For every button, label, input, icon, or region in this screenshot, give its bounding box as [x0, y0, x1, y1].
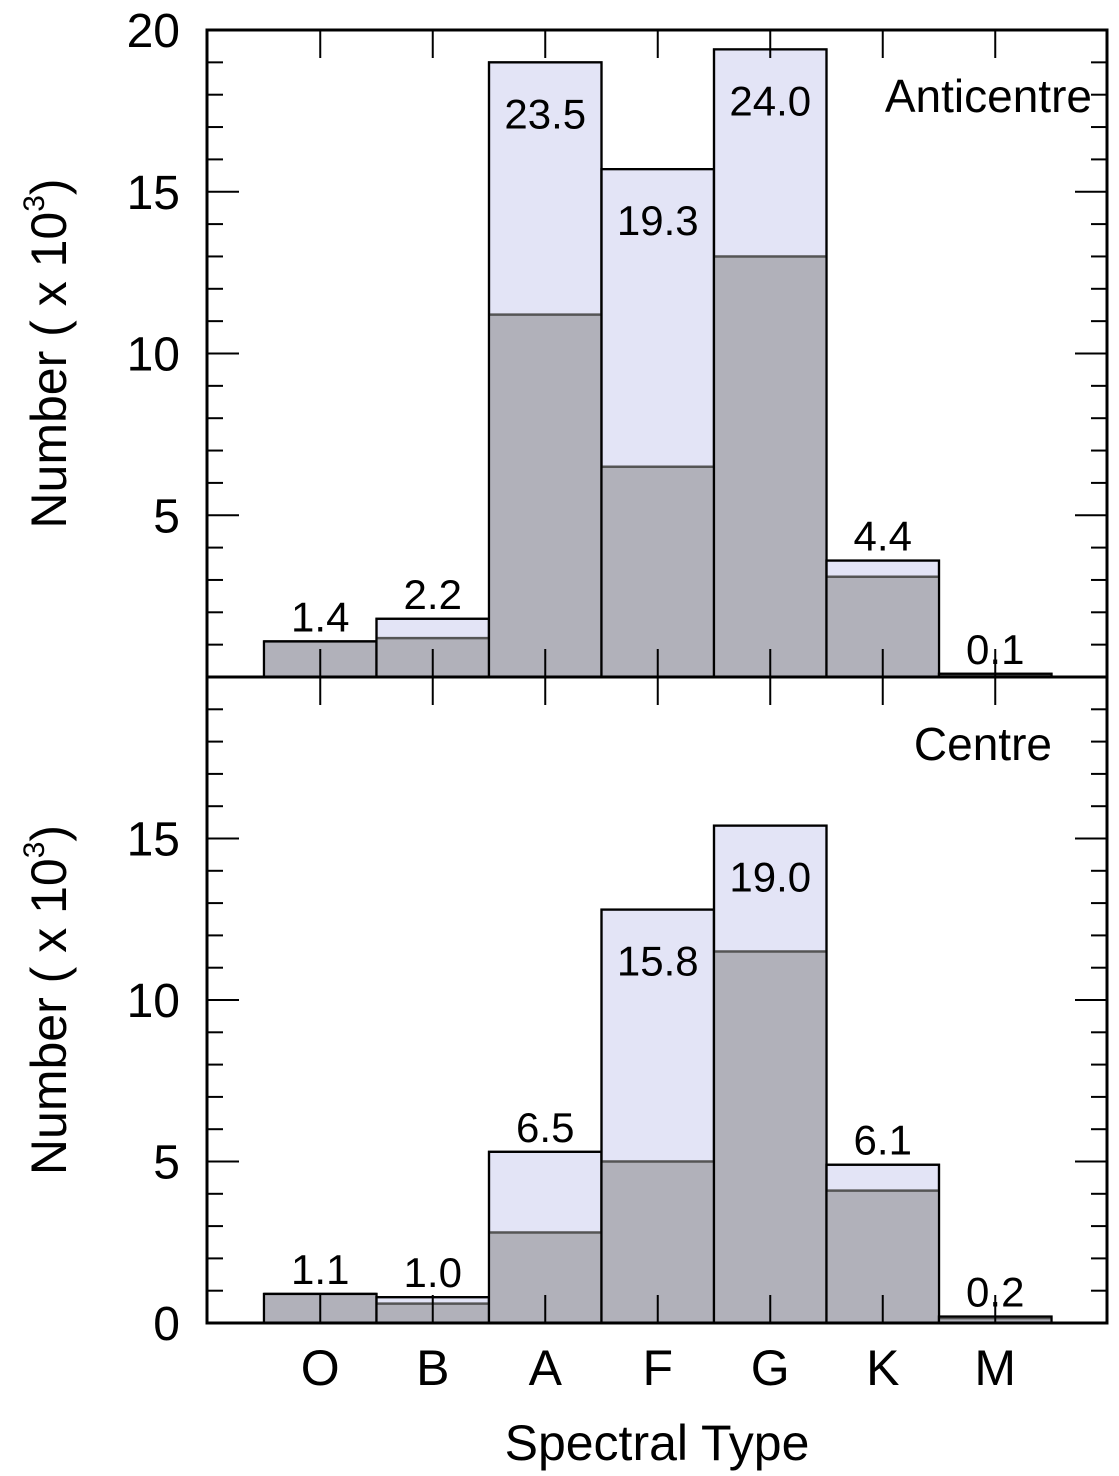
- panel-bottom: 1.1 1.06.515.819.06.10.2051015CentreNumbe…: [18, 675, 1109, 1351]
- bar-value-label: 15.8: [617, 938, 699, 985]
- y-axis-label: Number ( x 103): [18, 825, 77, 1175]
- bar-value-label: 6.1: [854, 1117, 912, 1164]
- y-axis-label: Number ( x 103): [18, 178, 77, 528]
- bar-value-label: 24.0: [729, 77, 811, 124]
- plot-frame: [205, 675, 1109, 1325]
- panel-title: Centre: [914, 718, 1052, 770]
- x-tick-label: F: [642, 1340, 673, 1396]
- bar-value-label: 19.3: [617, 197, 699, 244]
- bar-segment-a: [489, 314, 602, 677]
- bar-value-label: 1.0: [404, 1249, 462, 1296]
- bar-value-label: 23.5: [504, 90, 586, 137]
- bar-value-label: 6.5: [516, 1104, 574, 1151]
- bar-segment-f: [601, 466, 714, 677]
- bar-value-label: 2.2: [404, 571, 462, 618]
- bar-value-label: 1.4: [291, 593, 349, 640]
- x-tick-label: M: [974, 1340, 1016, 1396]
- x-tick-label: K: [866, 1340, 899, 1396]
- panel-top: 1.4 2.223.519.324.04.40.15101520Anticentr…: [18, 5, 1109, 679]
- y-tick-label: 10: [127, 975, 180, 1028]
- y-tick-label: 15: [127, 814, 180, 867]
- x-tick-label: G: [751, 1340, 790, 1396]
- y-tick-label: 5: [153, 490, 180, 543]
- y-tick-label: 10: [127, 329, 180, 382]
- y-tick-label: 20: [127, 5, 180, 58]
- x-tick-label: O: [301, 1340, 340, 1396]
- y-tick-label: 0: [153, 1298, 180, 1351]
- y-tick-label: 15: [127, 167, 180, 220]
- bar-value-label: 1.1: [291, 1246, 349, 1293]
- bar-segment-g: [714, 951, 827, 1323]
- bar-segment-g: [714, 256, 827, 677]
- bar-value-label: 19.0: [729, 854, 811, 901]
- x-tick-label: B: [416, 1340, 449, 1396]
- bar-value-label: 4.4: [854, 513, 912, 560]
- x-tick-label: A: [529, 1340, 563, 1396]
- panel-title: Anticentre: [885, 70, 1092, 122]
- y-tick-label: 5: [153, 1137, 180, 1190]
- x-axis-label: Spectral Type: [505, 1415, 810, 1471]
